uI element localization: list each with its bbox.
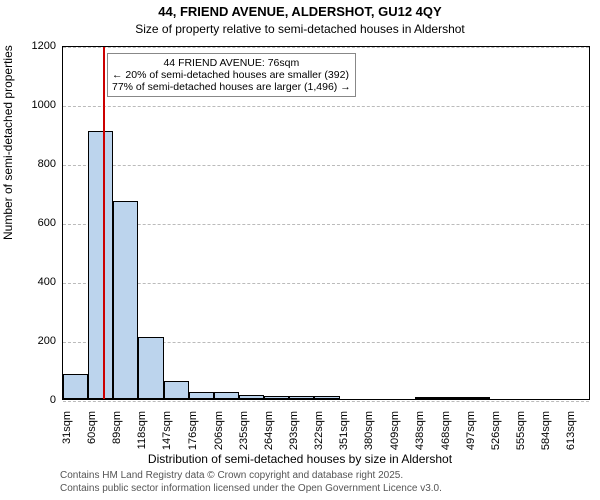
x-tick-label: 380sqm [363, 411, 375, 450]
y-tick-label: 0 [0, 394, 56, 406]
histogram-bar [440, 397, 465, 399]
histogram-bar [239, 395, 264, 399]
gridline [63, 47, 589, 48]
gridline [63, 401, 589, 402]
gridline [63, 106, 589, 107]
x-tick-label: 235sqm [238, 411, 250, 450]
histogram-bar [264, 396, 289, 399]
gridline [63, 165, 589, 166]
histogram-bar [289, 396, 314, 399]
reference-line [103, 47, 105, 399]
annotation-line: 77% of semi-detached houses are larger (… [112, 81, 351, 93]
x-tick-label: 293sqm [288, 411, 300, 450]
histogram-bar [88, 131, 113, 399]
histogram-bar [138, 337, 163, 399]
x-tick-label: 264sqm [263, 411, 275, 450]
histogram-bar [164, 381, 189, 399]
x-tick-label: 409sqm [389, 411, 401, 450]
histogram-bar [314, 396, 339, 399]
x-axis-label: Distribution of semi-detached houses by … [0, 452, 600, 466]
y-tick-label: 200 [0, 335, 56, 347]
x-tick-label: 31sqm [61, 411, 73, 444]
x-tick-label: 613sqm [565, 411, 577, 450]
annotation-box: 44 FRIEND AVENUE: 76sqm← 20% of semi-det… [107, 53, 356, 97]
chart-title-line2: Size of property relative to semi-detach… [0, 22, 600, 36]
attribution-line1: Contains HM Land Registry data © Crown c… [60, 470, 403, 481]
gridline [63, 283, 589, 284]
attribution-line2: Contains public sector information licen… [60, 483, 442, 494]
y-axis-label: Number of semi-detached properties [1, 45, 15, 240]
y-tick-label: 600 [0, 217, 56, 229]
plot-area: 44 FRIEND AVENUE: 76sqm← 20% of semi-det… [62, 46, 590, 400]
histogram-bar [63, 374, 88, 399]
x-tick-label: 497sqm [465, 411, 477, 450]
y-tick-label: 400 [0, 276, 56, 288]
x-tick-label: 526sqm [490, 411, 502, 450]
histogram-bar [415, 397, 440, 399]
x-tick-label: 322sqm [313, 411, 325, 450]
x-tick-label: 468sqm [440, 411, 452, 450]
annotation-line: ← 20% of semi-detached houses are smalle… [112, 69, 351, 81]
x-tick-label: 206sqm [213, 411, 225, 450]
x-tick-label: 89sqm [111, 411, 123, 444]
x-tick-label: 584sqm [540, 411, 552, 450]
y-tick-label: 1000 [0, 99, 56, 111]
histogram-bar [214, 392, 239, 399]
histogram-bar [113, 201, 138, 399]
x-tick-label: 555sqm [515, 411, 527, 450]
gridline [63, 224, 589, 225]
histogram-bar [189, 392, 214, 399]
x-tick-label: 118sqm [136, 411, 148, 449]
x-tick-label: 147sqm [161, 411, 173, 450]
x-tick-label: 176sqm [187, 411, 199, 450]
x-tick-label: 438sqm [414, 411, 426, 450]
y-tick-label: 800 [0, 158, 56, 170]
y-tick-label: 1200 [0, 40, 56, 52]
annotation-line: 44 FRIEND AVENUE: 76sqm [112, 57, 351, 69]
histogram-bar [465, 397, 490, 399]
chart-title-line1: 44, FRIEND AVENUE, ALDERSHOT, GU12 4QY [0, 4, 600, 19]
x-tick-label: 60sqm [86, 411, 98, 444]
x-tick-label: 351sqm [338, 411, 350, 450]
